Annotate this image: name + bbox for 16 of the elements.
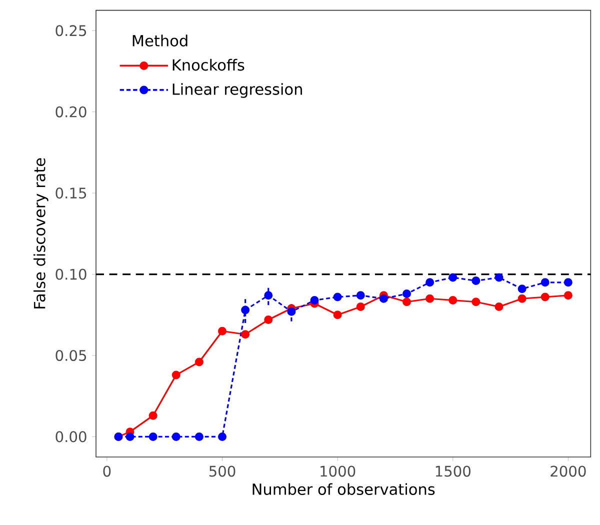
legend-label: Linear regression: [172, 83, 302, 98]
y-tick-label: 0.20: [56, 106, 86, 118]
x-tick-label: 2000: [550, 466, 586, 477]
y-tick-label: 0.10: [56, 268, 86, 280]
legend-title: Method: [132, 34, 188, 46]
y-tick-label: 0.05: [56, 350, 86, 362]
x-axis-title: Number of observations: [252, 483, 435, 496]
y-axis-title: False discovery rate: [34, 158, 48, 308]
x-tick-label: 1500: [436, 466, 470, 477]
y-tick-label: 0.00: [56, 431, 86, 442]
x-tick-label: 500: [209, 466, 236, 477]
y-tick-label: 0.25: [56, 25, 86, 36]
x-tick-label: 1000: [320, 466, 356, 477]
x-tick-label: 0: [103, 466, 111, 477]
legend-label: Knockoffs: [172, 58, 244, 71]
y-tick-label: 0.15: [56, 188, 86, 199]
